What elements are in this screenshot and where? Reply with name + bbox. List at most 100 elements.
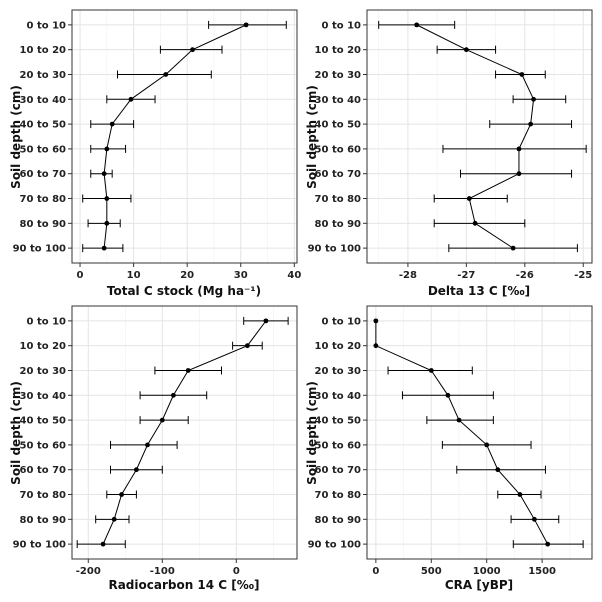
data-point — [463, 47, 469, 53]
plot-border — [366, 9, 593, 264]
data-point — [109, 121, 115, 127]
y-tick-label: 10 to 20 — [20, 45, 66, 56]
error-bar — [512, 95, 567, 104]
data-point — [495, 467, 501, 473]
y-tick-label: 0 to 10 — [27, 20, 67, 31]
y-tick-label: 90 to 100 — [308, 244, 361, 255]
y-tick-label: 70 to 80 — [20, 194, 66, 205]
y-axis-title: Soil depth (cm) — [305, 85, 319, 189]
y-axis-title: Soil depth (cm) — [9, 381, 23, 485]
tick-marks — [363, 320, 543, 563]
series-line — [375, 320, 549, 545]
y-tick-label: 10 to 20 — [20, 341, 66, 352]
y-tick-label: 40 to 50 — [315, 416, 361, 427]
x-tick-label: -200 — [76, 566, 101, 577]
data-point — [545, 541, 551, 547]
data-point — [519, 72, 525, 77]
y-tick-label: 10 to 20 — [315, 45, 361, 56]
y-tick-label: 60 to 70 — [315, 169, 361, 180]
y-tick-label: 20 to 30 — [315, 366, 361, 377]
x-tick-label: 40 — [287, 270, 301, 281]
data-point — [414, 22, 420, 28]
y-tick-label: 0 to 10 — [27, 316, 67, 327]
data-layer — [82, 20, 287, 253]
y-tick-label: 40 to 50 — [20, 120, 66, 131]
error-bar — [433, 219, 526, 228]
y-tick-label: 70 to 80 — [315, 194, 361, 205]
plot-border — [71, 305, 298, 560]
y-tick-label: 30 to 40 — [315, 95, 361, 106]
y-tick-label: 50 to 60 — [315, 440, 361, 451]
y-tick-label: 0 to 10 — [322, 20, 362, 31]
data-point — [119, 492, 124, 497]
data-point — [456, 417, 462, 423]
data-point — [466, 196, 472, 201]
y-tick-label: 80 to 90 — [315, 219, 361, 230]
y-tick-label: 50 to 60 — [20, 440, 66, 451]
series-line — [103, 24, 247, 249]
y-tick-labels: 0 to 10 10 to 20 20 to 30 30 to 40 40 to 50 5… — [308, 316, 361, 550]
data-point — [104, 196, 110, 201]
y-tick-labels: 0 to 10 10 to 20 20 to 30 30 to 40 40 to 50 5… — [13, 20, 66, 254]
panel-border — [366, 9, 593, 264]
error-bar — [456, 465, 546, 474]
y-tick-label: 10 to 20 — [315, 341, 361, 352]
y-tick-label: 30 to 40 — [20, 391, 66, 402]
panel-border — [71, 9, 298, 264]
y-tick-labels: 0 to 10 10 to 20 20 to 30 30 to 40 40 to 50 5… — [308, 20, 361, 254]
y-tick-label: 40 to 50 — [20, 416, 66, 427]
tick-marks — [68, 320, 237, 563]
panel-total-c-stock: 0 to 10 10 to 20 20 to 30 30 to 40 40 to 50 5… — [9, 9, 301, 298]
data-point — [245, 343, 250, 349]
data-point — [163, 72, 169, 77]
y-tick-label: 0 to 10 — [322, 316, 362, 327]
data-point — [243, 22, 249, 28]
data-point — [472, 220, 478, 226]
y-tick-label: 30 to 40 — [315, 391, 361, 402]
data-point — [111, 516, 117, 522]
y-tick-label: 90 to 100 — [13, 244, 66, 255]
x-tick-labels: -28 -27 -26 -25 — [399, 270, 592, 281]
data-point — [100, 541, 106, 547]
y-tick-label: 30 to 40 — [20, 95, 66, 106]
panel-border — [366, 305, 593, 560]
data-point — [104, 220, 110, 226]
data-point — [484, 442, 490, 448]
data-point — [373, 318, 379, 324]
x-tick-label: 0 — [233, 566, 240, 577]
x-tick-label: -28 — [399, 270, 417, 281]
error-bar — [460, 169, 573, 178]
y-axis-title: Soil depth (cm) — [9, 85, 23, 189]
y-tick-label: 90 to 100 — [308, 540, 361, 551]
y-tick-labels: 0 to 10 10 to 20 20 to 30 30 to 40 40 to 50 5… — [13, 316, 66, 550]
series-line — [102, 320, 267, 545]
x-axis-title: Radiocarbon 14 C [‰] — [108, 578, 259, 592]
data-point — [528, 121, 534, 127]
panel-delta-13c: 0 to 10 10 to 20 20 to 30 30 to 40 40 to 50 5… — [305, 9, 593, 298]
error-bar — [90, 169, 113, 178]
x-tick-label: 20 — [180, 270, 194, 281]
y-tick-label: 20 to 30 — [315, 70, 361, 81]
x-tick-label: -27 — [457, 270, 475, 281]
y-tick-label: 60 to 70 — [315, 465, 361, 476]
panel-radiocarbon-14c: 0 to 10 10 to 20 20 to 30 30 to 40 40 to 50 5… — [9, 305, 298, 592]
data-point — [190, 47, 195, 53]
data-point — [101, 245, 107, 251]
data-point — [263, 318, 269, 324]
tick-marks — [363, 24, 584, 267]
y-tick-label: 40 to 50 — [315, 120, 361, 131]
data-point — [101, 171, 107, 177]
y-tick-label: 20 to 30 — [20, 366, 66, 377]
x-tick-label: -100 — [150, 566, 175, 577]
y-tick-label: 50 to 60 — [315, 144, 361, 155]
x-tick-label: 1500 — [528, 566, 556, 577]
data-point — [128, 96, 134, 102]
y-tick-label: 70 to 80 — [20, 490, 66, 501]
grid-layer — [72, 10, 297, 263]
panel-cra: 0 to 10 10 to 20 20 to 30 30 to 40 40 to 50 5… — [305, 305, 593, 592]
data-point — [185, 368, 191, 373]
y-tick-label: 80 to 90 — [315, 515, 361, 526]
x-tick-labels: 0 500 1000 1500 — [372, 566, 556, 577]
